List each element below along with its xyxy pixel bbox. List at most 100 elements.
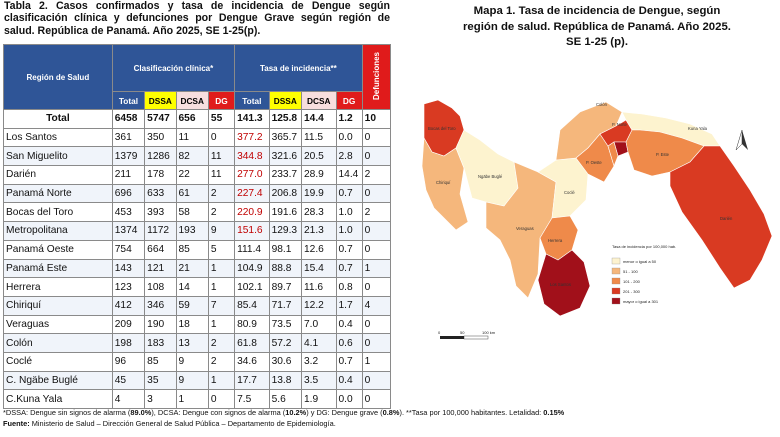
cell-region: Panamá Este bbox=[3, 258, 113, 279]
cell-c-dcsa: 656 bbox=[175, 109, 209, 129]
header-region: Región de Salud bbox=[3, 44, 113, 110]
table-row: Darién 211 178 22 11 277.0 233.7 28.9 14.4 2 bbox=[3, 165, 392, 185]
cell-region: C. Ngäbe Buglé bbox=[3, 370, 113, 391]
header-c-dg: DG bbox=[207, 91, 236, 110]
cell-c-total: 96 bbox=[111, 351, 146, 372]
cell-c-dcsa: 13 bbox=[175, 333, 209, 353]
cell-def: 0 bbox=[361, 333, 392, 353]
legend-title: Tasa de incidencia por 100,000 hab. bbox=[612, 244, 676, 249]
cell-t-total: 85.4 bbox=[234, 295, 270, 316]
cell-t-total: 344.8 bbox=[234, 146, 270, 167]
cell-c-dssa: 85 bbox=[144, 351, 177, 372]
footnote: *DSSA: Dengue sin signos de alarma (89.0… bbox=[3, 408, 778, 429]
cell-def: 0 bbox=[361, 146, 392, 167]
cell-c-dcsa: 59 bbox=[175, 295, 209, 316]
map-title-line-2: región de salud. República de Panamá. Añ… bbox=[463, 20, 731, 33]
cell-region: Veraguas bbox=[3, 314, 113, 335]
cell-region: San Miguelito bbox=[3, 146, 113, 167]
cell-t-dg: 0.7 bbox=[335, 351, 363, 372]
cell-c-dcsa: 82 bbox=[175, 146, 209, 167]
cell-c-dssa: 190 bbox=[144, 314, 177, 335]
cell-t-dg: 0.0 bbox=[335, 127, 363, 148]
cell-c-dssa: 633 bbox=[144, 183, 177, 204]
cell-t-dcsa: 7.0 bbox=[301, 314, 337, 335]
cell-def: 0 bbox=[361, 221, 392, 241]
cell-c-dg: 7 bbox=[207, 295, 236, 316]
cell-c-dssa: 108 bbox=[144, 277, 177, 297]
cell-t-dg: 1.2 bbox=[335, 109, 363, 129]
cell-c-dg: 11 bbox=[207, 165, 236, 185]
cell-c-total: 143 bbox=[111, 258, 146, 279]
map-label-ngabe: Ngäbe Buglé bbox=[478, 174, 503, 179]
footnote-line-2: Fuente: Ministerio de Salud – Dirección … bbox=[3, 419, 778, 430]
table-row: Panamá Norte 696 633 61 2 227.4 206.8 19.9 0.7 0 bbox=[3, 183, 392, 204]
table-body: Total 6458 5747 656 55 141.3 125.8 14.4 1.2 10 Los… bbox=[3, 109, 392, 409]
cell-t-dg: 1.0 bbox=[335, 221, 363, 241]
scale-label-1: 50 bbox=[460, 330, 465, 335]
incidence-table: Región de Salud Clasificación clínica* T… bbox=[3, 44, 392, 409]
cell-c-dg: 0 bbox=[207, 127, 236, 148]
table-row: Metropolitana 1374 1172 193 9 151.6 129.3 21.3 1… bbox=[3, 221, 392, 241]
panama-map: Bocas del Toro Chiriquí Ngäbe Buglé Vera… bbox=[420, 90, 780, 360]
cell-c-dg: 1 bbox=[207, 370, 236, 391]
cell-c-dcsa: 9 bbox=[175, 370, 209, 391]
cell-c-total: 361 bbox=[111, 127, 146, 148]
table-row: Panamá Oeste 754 664 85 5 111.4 98.1 12.6 0.7 0 bbox=[3, 239, 392, 260]
cell-t-total: 34.6 bbox=[234, 351, 270, 372]
cell-t-total: 104.9 bbox=[234, 258, 270, 279]
cell-def: 0 bbox=[361, 370, 392, 391]
cell-t-dg: 1.0 bbox=[335, 202, 363, 223]
cell-def: 0 bbox=[361, 183, 392, 204]
cell-c-total: 6458 bbox=[111, 109, 146, 129]
cell-region: C.Kuna Yala bbox=[3, 389, 113, 409]
legend-label-3: 201 - 300 bbox=[623, 289, 641, 294]
cell-t-dg: 0.4 bbox=[335, 370, 363, 391]
cell-def: 1 bbox=[361, 258, 392, 279]
cell-t-dssa: 321.6 bbox=[268, 146, 303, 167]
map-label-los-santos: Los Santos bbox=[550, 282, 571, 287]
cell-c-dcsa: 193 bbox=[175, 221, 209, 241]
cell-t-dcsa: 14.4 bbox=[301, 109, 337, 129]
footnote-text-g: ). **Tasa por 100,000 habitantes. Letali… bbox=[399, 408, 544, 417]
cell-t-dcsa: 12.6 bbox=[301, 239, 337, 260]
cell-t-dssa: 73.5 bbox=[268, 314, 303, 335]
cell-t-dcsa: 20.5 bbox=[301, 146, 337, 167]
cell-t-dssa: 71.7 bbox=[268, 295, 303, 316]
cell-t-dcsa: 1.9 bbox=[301, 389, 337, 409]
map-region-los-santos bbox=[537, 249, 591, 317]
cell-def: 2 bbox=[361, 202, 392, 223]
footnote-text-a: *DSSA: Dengue sin signos de alarma ( bbox=[3, 408, 131, 417]
cell-c-dcsa: 21 bbox=[175, 258, 209, 279]
cell-t-dg: 0.0 bbox=[335, 389, 363, 409]
map-region-chiriqui bbox=[421, 136, 469, 231]
cell-t-total: 80.9 bbox=[234, 314, 270, 335]
cell-t-total: 220.9 bbox=[234, 202, 270, 223]
cell-t-total: 111.4 bbox=[234, 239, 270, 260]
cell-c-total: 754 bbox=[111, 239, 146, 260]
cell-region: Panamá Oeste bbox=[3, 239, 113, 260]
footnote-letalidad: 0.15% bbox=[543, 408, 565, 417]
incidence-table-wrapper: Región de Salud Clasificación clínica* T… bbox=[3, 44, 392, 409]
map-label-bocas: Bocas del Toro bbox=[428, 126, 456, 131]
cell-region: Los Santos bbox=[3, 127, 113, 148]
table-caption: Tabla 2. Casos confirmados y tasa de inc… bbox=[4, 0, 390, 37]
cell-c-dssa: 35 bbox=[144, 370, 177, 391]
cell-t-dcsa: 19.9 bbox=[301, 183, 337, 204]
cell-c-dg: 2 bbox=[207, 333, 236, 353]
cell-c-dssa: 121 bbox=[144, 258, 177, 279]
cell-t-dcsa: 3.5 bbox=[301, 370, 337, 391]
cell-t-total: 102.1 bbox=[234, 277, 270, 297]
map-region-darien bbox=[669, 145, 773, 289]
panama-map-svg: Bocas del Toro Chiriquí Ngäbe Buglé Vera… bbox=[421, 99, 773, 340]
map-legend: Tasa de incidencia por 100,000 hab. meno… bbox=[611, 244, 676, 305]
cell-region: Total bbox=[3, 109, 113, 129]
cell-t-total: 277.0 bbox=[234, 165, 270, 185]
map-label-herrera: Herrera bbox=[548, 238, 563, 243]
table-row: C. Ngäbe Buglé 45 35 9 1 17.7 13.8 3.5 0.4 0 bbox=[3, 370, 392, 391]
cell-t-dcsa: 4.1 bbox=[301, 333, 337, 353]
cell-def: 10 bbox=[361, 109, 392, 129]
cell-def: 0 bbox=[361, 389, 392, 409]
cell-c-dcsa: 9 bbox=[175, 351, 209, 372]
header-t-dssa: DSSA bbox=[268, 91, 303, 110]
map-label-veraguas: Veraguas bbox=[516, 226, 534, 231]
